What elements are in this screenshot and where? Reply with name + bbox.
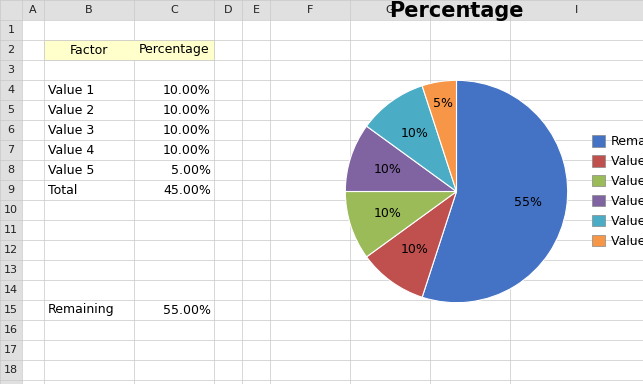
Text: Total: Total [48, 184, 77, 197]
Text: Value 3: Value 3 [48, 124, 95, 136]
Text: 10.00%: 10.00% [163, 104, 211, 116]
Text: Percentage: Percentage [139, 43, 210, 56]
Text: 1: 1 [8, 25, 15, 35]
Wedge shape [345, 126, 457, 192]
Text: Value 2: Value 2 [48, 104, 95, 116]
Bar [44, 40, 214, 60]
Text: 2: 2 [8, 45, 15, 55]
Text: H: H [466, 5, 474, 15]
Text: 9: 9 [8, 185, 15, 195]
Text: 3: 3 [8, 65, 15, 75]
Wedge shape [367, 86, 457, 192]
Text: 11: 11 [4, 225, 18, 235]
Text: G: G [386, 5, 394, 15]
Text: 10%: 10% [401, 243, 428, 256]
Text: 18: 18 [4, 365, 18, 375]
Text: F: F [307, 5, 313, 15]
Text: Value 1: Value 1 [48, 83, 95, 96]
Text: Remaining: Remaining [48, 303, 114, 316]
Text: 55.00%: 55.00% [163, 303, 211, 316]
Wedge shape [422, 80, 568, 303]
Text: 17: 17 [4, 345, 18, 355]
Text: 4: 4 [8, 85, 15, 95]
Legend: Remaining, Value 1, Value 2, Value 3, Value 4, Value 5: Remaining, Value 1, Value 2, Value 3, Va… [587, 130, 643, 253]
Text: 7: 7 [8, 145, 15, 155]
Text: B: B [85, 5, 93, 15]
Wedge shape [367, 192, 457, 297]
Text: E: E [253, 5, 260, 15]
Text: 16: 16 [4, 325, 18, 335]
Text: 10%: 10% [401, 127, 428, 140]
Text: 15: 15 [4, 305, 18, 315]
Text: 14: 14 [4, 285, 18, 295]
Bar [0, 0, 643, 20]
Text: 5%: 5% [433, 97, 453, 110]
Bar [0, 0, 22, 384]
Text: 10.00%: 10.00% [163, 124, 211, 136]
Text: 8: 8 [8, 165, 15, 175]
Text: Value 5: Value 5 [48, 164, 95, 177]
Text: Value 4: Value 4 [48, 144, 95, 157]
Text: Factor: Factor [70, 43, 108, 56]
Text: 10%: 10% [374, 163, 402, 176]
Text: 55%: 55% [514, 196, 541, 209]
Text: 10: 10 [4, 205, 18, 215]
Text: 45.00%: 45.00% [163, 184, 211, 197]
Text: 10.00%: 10.00% [163, 144, 211, 157]
Text: 12: 12 [4, 245, 18, 255]
Text: 10.00%: 10.00% [163, 83, 211, 96]
Text: 5.00%: 5.00% [171, 164, 211, 177]
Wedge shape [345, 192, 457, 257]
Text: I: I [575, 5, 578, 15]
Text: 13: 13 [4, 265, 18, 275]
Title: Percentage: Percentage [389, 1, 524, 21]
Text: 5: 5 [8, 105, 15, 115]
Wedge shape [422, 80, 457, 192]
Text: C: C [170, 5, 178, 15]
Text: 6: 6 [8, 125, 15, 135]
Text: A: A [29, 5, 37, 15]
Text: D: D [224, 5, 232, 15]
Text: 10%: 10% [374, 207, 402, 220]
